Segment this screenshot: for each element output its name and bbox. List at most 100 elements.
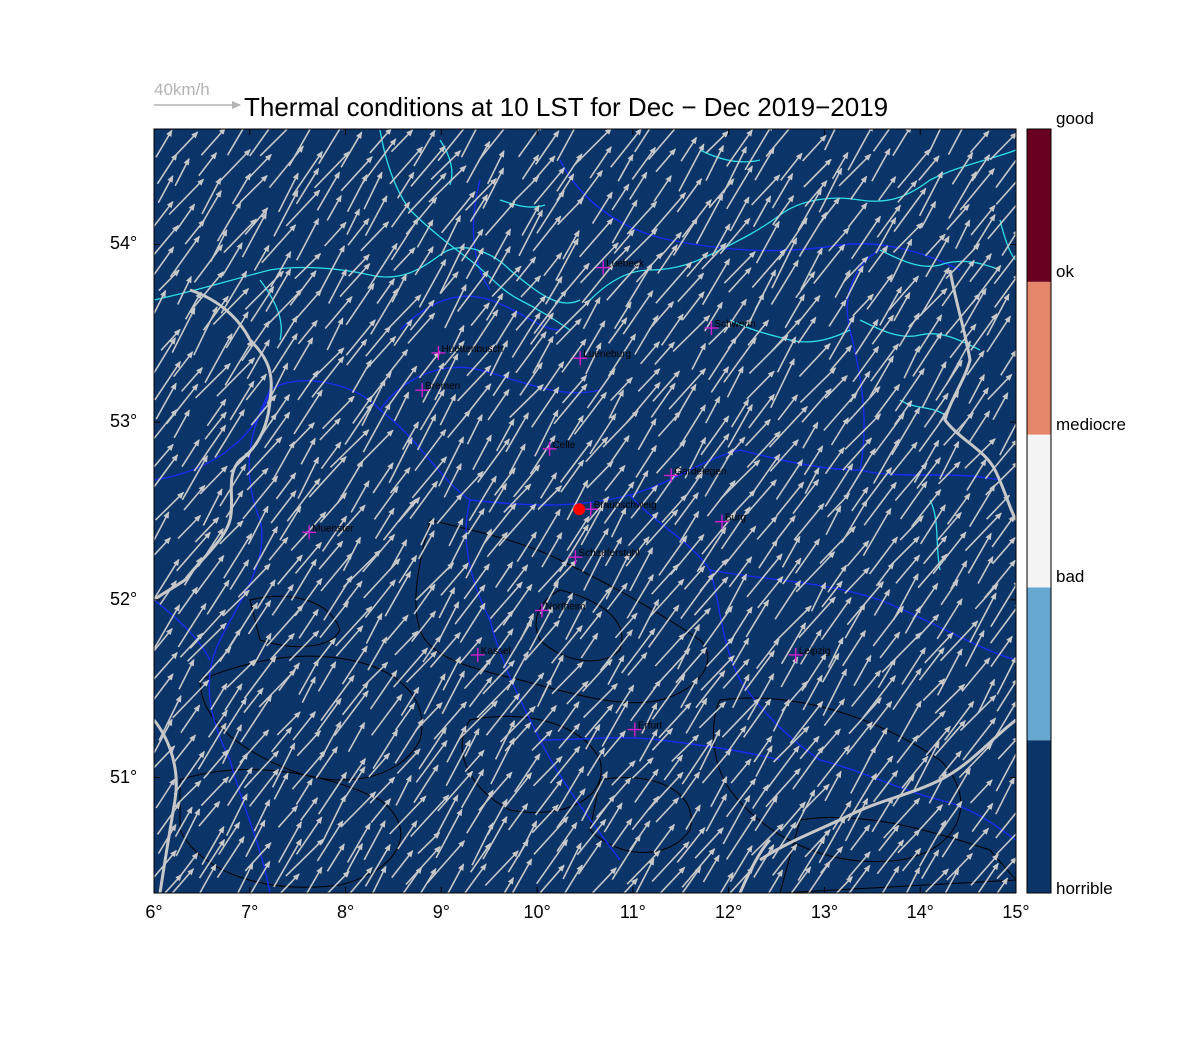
wind-arrow	[918, 804, 943, 832]
wind-arrow	[630, 484, 658, 519]
wind-arrow	[779, 152, 803, 181]
wind-arrow	[830, 417, 849, 446]
wind-arrow	[711, 223, 731, 257]
wind-arrow	[521, 154, 540, 180]
wind-arrow	[768, 405, 808, 448]
wind-arrow	[937, 800, 963, 836]
wind-arrow	[962, 717, 997, 761]
wind-arrow	[769, 439, 799, 472]
wind-arrow	[216, 836, 245, 879]
wind-arrow	[458, 637, 483, 665]
wind-arrow	[340, 131, 363, 168]
wind-arrow	[708, 320, 733, 346]
wind-arrow	[724, 525, 757, 565]
wind-arrow	[372, 462, 394, 494]
wind-arrow	[897, 180, 918, 203]
wind-arrow	[647, 604, 680, 648]
state-border	[539, 737, 781, 761]
wind-arrow	[694, 827, 724, 859]
wind-arrow	[472, 434, 492, 471]
wind-arrow	[410, 794, 450, 838]
wind-arrow	[658, 702, 692, 739]
wind-arrow	[995, 832, 1016, 856]
wind-arrow	[995, 752, 1016, 792]
wind-arrow	[730, 758, 752, 784]
y-tick-label: 51°	[110, 766, 138, 787]
city-label: Luebeck	[606, 259, 645, 270]
wind-arrow	[848, 697, 882, 735]
wind-arrow	[954, 219, 971, 249]
wind-arrow	[466, 140, 491, 184]
wind-arrow	[218, 821, 241, 855]
wind-arrow	[263, 411, 291, 449]
wind-arrow	[466, 789, 494, 834]
wind-arrow	[242, 475, 279, 520]
wind-arrow	[413, 764, 439, 804]
wind-arrow	[903, 345, 921, 379]
wind-arrow	[341, 645, 368, 685]
wind-arrow	[163, 874, 183, 893]
wind-arrow	[534, 130, 560, 165]
wind-arrow	[405, 845, 441, 886]
wind-arrow	[966, 458, 987, 491]
wind-arrow	[819, 525, 856, 564]
wind-arrow	[193, 243, 224, 283]
wind-arrow	[418, 726, 447, 770]
wind-arrow	[308, 455, 347, 498]
wind-arrow	[872, 770, 899, 803]
wind-arrow	[337, 504, 366, 537]
wind-arrow	[924, 233, 946, 257]
wind-arrow	[846, 581, 884, 626]
wind-arrow	[154, 849, 177, 879]
wind-arrow	[214, 408, 245, 458]
wind-arrow	[649, 578, 685, 618]
wind-arrow	[193, 306, 218, 356]
wind-arrow	[968, 827, 990, 851]
wind-arrow	[393, 319, 413, 347]
wind-arrow	[754, 795, 778, 832]
wind-arrow	[672, 314, 711, 352]
wind-arrow	[583, 683, 618, 719]
wind-arrow	[705, 793, 728, 832]
wind-arrow	[285, 838, 324, 877]
wind-arrow	[463, 563, 490, 600]
wind-arrow	[237, 862, 254, 893]
wind-arrow	[410, 145, 446, 187]
wind-arrow	[466, 344, 496, 377]
wind-arrow	[225, 490, 244, 518]
wind-arrow	[990, 579, 1016, 628]
x-tick-label: 12°	[715, 902, 743, 922]
wind-arrow	[719, 871, 734, 893]
city-label: Schaeferstuhl	[578, 548, 639, 559]
wind-arrow	[610, 376, 633, 402]
wind-arrow	[847, 772, 877, 822]
wind-arrow	[720, 506, 751, 550]
wind-arrow	[566, 479, 589, 521]
wind-arrow	[288, 630, 320, 662]
city-label: Celle	[553, 440, 576, 451]
wind-arrow	[676, 178, 703, 213]
wind-arrow	[823, 698, 846, 727]
wind-arrow	[345, 319, 376, 356]
wind-arrow	[634, 768, 659, 803]
wind-arrow	[967, 532, 992, 574]
wind-arrow	[772, 194, 795, 226]
wind-arrow	[154, 491, 185, 521]
wind-arrow	[515, 331, 547, 374]
wind-arrow	[727, 403, 753, 448]
wind-arrow	[613, 301, 632, 330]
wind-arrow	[893, 291, 911, 322]
wind-arrow	[986, 494, 1011, 520]
wind-arrow	[722, 658, 750, 689]
wind-arrow	[518, 209, 544, 257]
wind-arrow	[558, 723, 581, 749]
wind-arrow	[347, 721, 366, 753]
wind-arrow	[921, 361, 947, 408]
wind-arrow	[800, 247, 823, 290]
wind-arrow	[944, 867, 960, 893]
wind-arrow	[708, 178, 735, 209]
wind-arrow	[440, 562, 469, 596]
wind-arrow	[918, 819, 947, 867]
wind-arrow	[722, 794, 751, 845]
wind-arrow	[706, 636, 735, 668]
